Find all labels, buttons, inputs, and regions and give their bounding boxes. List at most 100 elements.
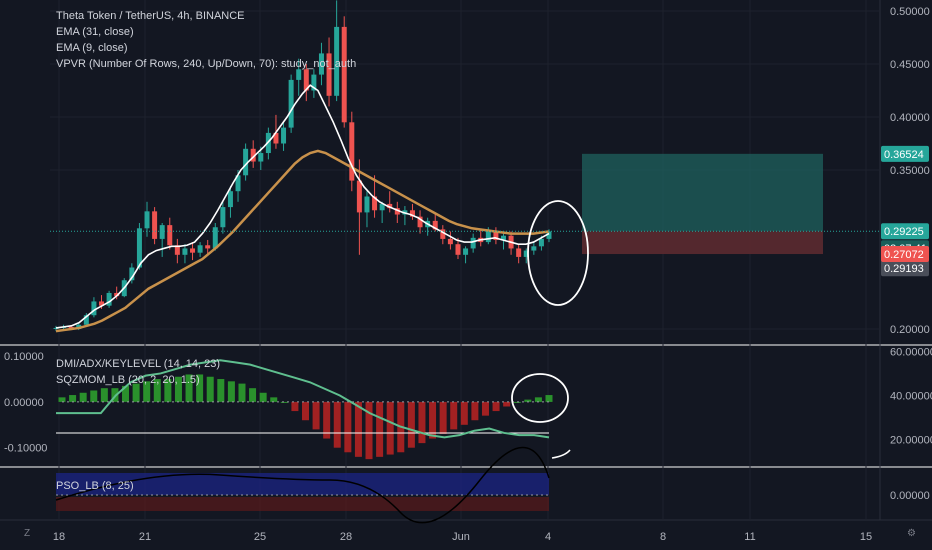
pso-upper-band	[56, 473, 549, 495]
price-tick-label: 0.50000	[890, 6, 930, 18]
ema9-label: EMA (9, close)	[56, 42, 128, 54]
candle-body	[485, 231, 491, 243]
candle-body	[516, 248, 522, 257]
time-tick-label: 15	[860, 531, 872, 543]
ema9-line	[55, 84, 550, 329]
candle-body	[288, 79, 294, 128]
momentum-bar	[90, 390, 98, 402]
last-price-badge-bg	[881, 223, 929, 240]
momentum-bar	[376, 401, 384, 457]
candle-body	[212, 227, 218, 249]
time-tick-label: 28	[340, 531, 352, 543]
momentum-bar	[407, 401, 415, 448]
candle-body	[243, 148, 249, 176]
candle-body	[387, 203, 393, 209]
candle-body	[159, 225, 165, 239]
candle-body	[372, 196, 378, 211]
osc-right-tick: 60.00000	[890, 346, 932, 358]
candle-body	[91, 301, 97, 316]
momentum-bar	[534, 397, 542, 402]
oscillator-legend: DMI/ADX/KEYLEVEL (14, 14, 23) SQZMOM_LB …	[56, 356, 220, 388]
candle-body	[493, 231, 499, 240]
sqzmom-label: SQZMOM_LB (20, 2, 20, 1.5)	[56, 374, 200, 386]
candle-body	[417, 216, 423, 228]
candle-body	[182, 248, 188, 255]
price-tick-label: 0.35000	[890, 165, 930, 177]
candle-body	[500, 235, 506, 240]
pso-line	[55, 446, 550, 524]
time-tick-label: 21	[139, 531, 151, 543]
momentum-bar	[545, 395, 553, 402]
candle-body	[106, 292, 112, 306]
momentum-bar	[58, 397, 66, 402]
momentum-bar	[418, 401, 426, 444]
pso-legend: PSO_LB (8, 25)	[56, 478, 134, 494]
adx-line	[56, 359, 550, 439]
momentum-bar	[185, 374, 193, 402]
momentum-bar	[206, 376, 214, 402]
candle-body	[546, 231, 552, 239]
time-tick-label: 8	[660, 531, 666, 543]
momentum-bar	[153, 379, 161, 402]
momentum-bar	[69, 395, 77, 402]
candle-body	[167, 225, 173, 246]
osc-left-tick: -0.10000	[4, 443, 47, 455]
candle-body	[235, 175, 241, 192]
candle-body	[318, 53, 324, 75]
candle-body	[303, 69, 309, 91]
candle-body	[197, 245, 203, 253]
momentum-bar	[302, 401, 309, 421]
time-tick-label: 25	[254, 531, 266, 543]
candle-body	[227, 191, 233, 208]
candle-body	[258, 153, 264, 162]
ema31-line	[55, 149, 550, 333]
target-price-badge-bg	[881, 145, 929, 162]
candle-body	[273, 132, 279, 144]
momentum-bar	[460, 401, 468, 425]
momentum-bar	[312, 401, 320, 430]
time-tick-label: 18	[53, 531, 65, 543]
candle-body	[349, 122, 355, 181]
timezone-icon[interactable]: Z	[24, 528, 31, 539]
momentum-bar	[386, 401, 394, 455]
annotation-circle	[527, 200, 589, 306]
candle-body	[432, 220, 438, 230]
candle-body	[311, 74, 317, 91]
ema31-label: EMA (31, close)	[56, 26, 134, 38]
candle-body	[356, 180, 362, 213]
momentum-bar	[481, 401, 489, 416]
time-tick-label: 4	[545, 531, 551, 543]
momentum-bar	[122, 385, 130, 402]
momentum-bar	[291, 401, 299, 412]
momentum-bar	[249, 388, 257, 402]
momentum-bar	[365, 401, 373, 460]
candle-body	[531, 246, 537, 251]
settings-icon[interactable]: ⚙	[907, 528, 916, 539]
momentum-bar	[323, 401, 331, 439]
candle-body	[205, 245, 211, 249]
momentum-bar	[132, 383, 140, 402]
candle-body	[83, 315, 89, 325]
momentum-bar	[259, 392, 267, 402]
momentum-bar	[100, 388, 108, 402]
price-tick-label: 0.40000	[890, 112, 930, 124]
osc-right-tick: 20.00000	[890, 435, 932, 447]
dmi-label: DMI/ADX/KEYLEVEL (14, 14, 23)	[56, 358, 221, 370]
candle-body	[136, 228, 142, 268]
momentum-bar	[196, 374, 204, 402]
momentum-bar	[174, 376, 182, 402]
candle-body	[250, 148, 256, 162]
symbol-title: Theta Token / TetherUS, 4h, BINANCE	[56, 10, 245, 22]
candle-body	[334, 26, 340, 96]
pso-right-tick: 0.00000	[890, 490, 930, 502]
candle-body	[114, 292, 120, 297]
momentum-bar	[503, 401, 511, 407]
candle-body	[463, 248, 469, 255]
pso-label: PSO_LB (8, 25)	[56, 480, 134, 492]
candle-body	[296, 69, 302, 80]
annotation-circle	[511, 373, 569, 423]
prev-price-badge: 0.29193	[884, 263, 924, 275]
candle-body	[99, 301, 105, 306]
prev-price-badge-bg	[881, 260, 929, 277]
